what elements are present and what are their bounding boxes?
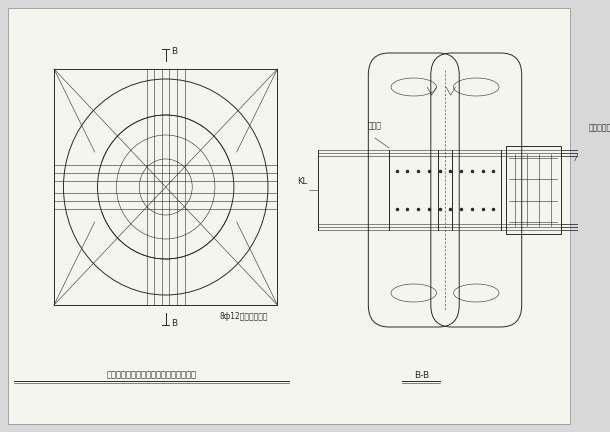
Text: 钢板土环架: 钢板土环架: [589, 124, 610, 133]
Bar: [506, 146, 561, 234]
Bar: [54, 69, 278, 305]
Text: KL: KL: [296, 178, 307, 187]
Text: 钢管混凝土柱与钢筋混凝土梁节点示意图: 钢管混凝土柱与钢筋混凝土梁节点示意图: [107, 371, 196, 379]
Text: B: B: [171, 47, 178, 55]
Text: B-B: B-B: [414, 371, 429, 379]
Text: 剪力槽: 剪力槽: [368, 121, 382, 130]
Text: B: B: [171, 318, 178, 327]
Text: 8ф12放射钢筋布置: 8ф12放射钢筋布置: [220, 312, 268, 321]
